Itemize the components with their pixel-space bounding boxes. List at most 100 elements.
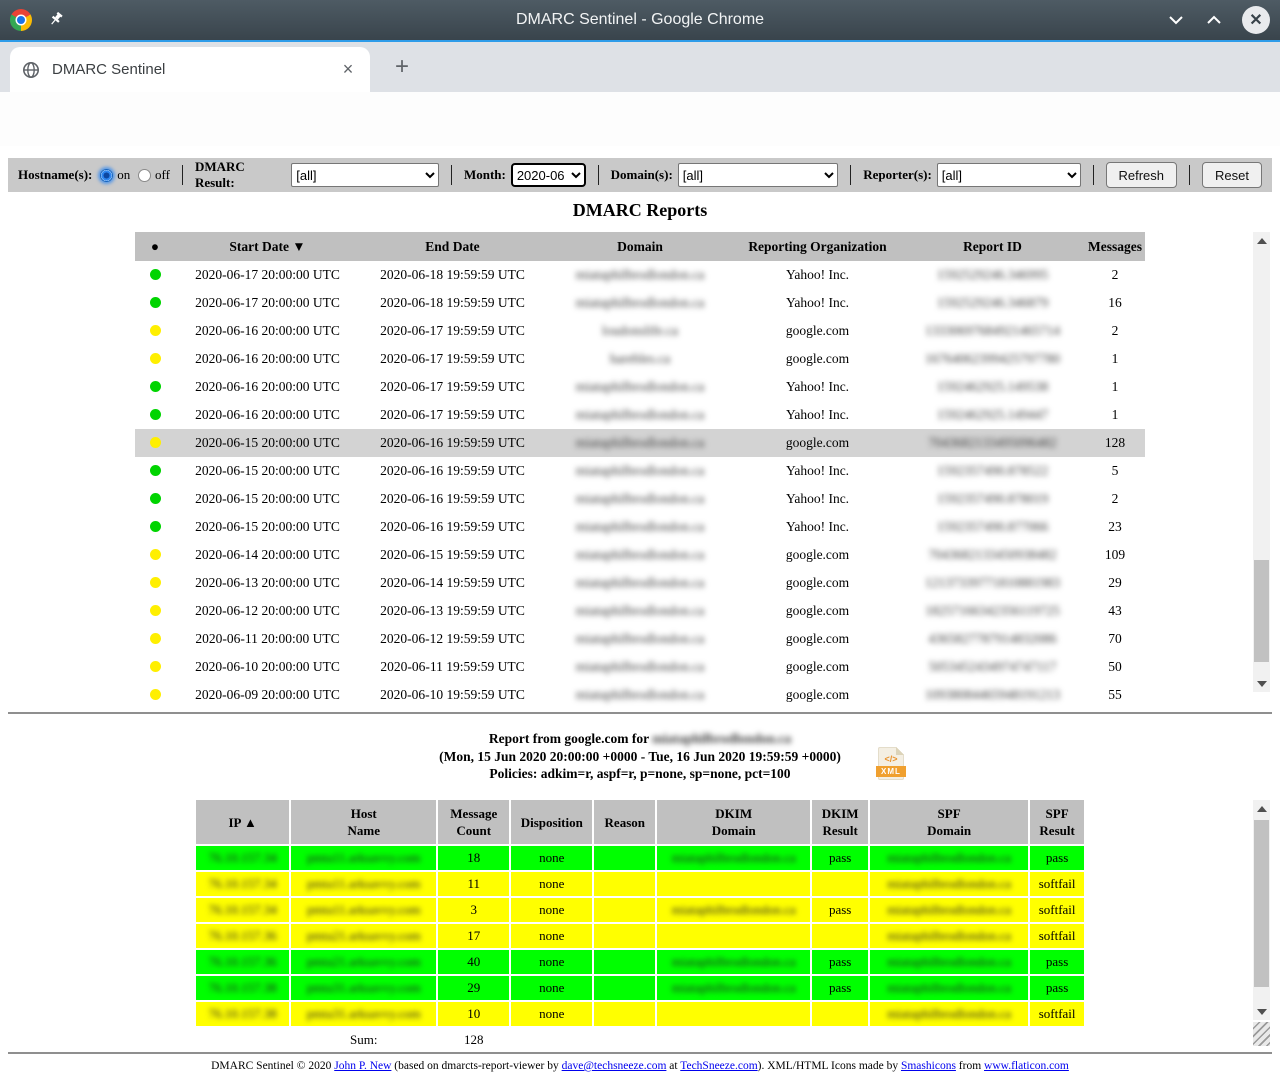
footer-link[interactable]: TechSneeze.com [680, 1060, 757, 1072]
report-end-date: 2020-06-14 19:59:59 UTC [360, 569, 545, 597]
detail-message-count: 11 [438, 872, 509, 896]
detail-row[interactable]: 76.10.157.38pmta31.arksavvy.com10nonemia… [196, 1002, 1084, 1026]
report-messages: 29 [1085, 569, 1145, 597]
tab-close-icon[interactable]: × [338, 59, 358, 80]
report-row[interactable]: 2020-06-17 20:00:00 UTC2020-06-18 19:59:… [135, 261, 1145, 289]
new-tab-button[interactable]: + [388, 54, 416, 82]
detail-row[interactable]: 76.10.157.36pmta21.arksavvy.com17nonemia… [196, 924, 1084, 948]
close-window-button[interactable]: ✕ [1242, 6, 1270, 34]
detail-spf-result: pass [1030, 950, 1084, 974]
domain-label: Domain(s): [611, 167, 673, 183]
footer-link[interactable]: Smashicons [901, 1060, 956, 1072]
col-reason[interactable]: Reason [594, 800, 655, 844]
detail-dkim-result [812, 924, 868, 948]
scrollbar-thumb[interactable] [1254, 560, 1269, 662]
col-status-dot: ● [135, 232, 175, 261]
reports-vertical-scrollbar[interactable] [1253, 232, 1270, 692]
dmarc-result-select[interactable]: [all] [291, 163, 439, 187]
report-id: 12137339771810881983 [900, 569, 1085, 597]
hostname-off-radio[interactable] [138, 169, 151, 182]
col-reporting-org[interactable]: Reporting Organization [735, 232, 900, 261]
detail-row[interactable]: 76.10.157.34pmta11.arksavvy.com3nonemiat… [196, 898, 1084, 922]
detail-vertical-scrollbar[interactable] [1253, 800, 1270, 1020]
col-message-count[interactable]: Message Count [438, 800, 509, 844]
minimize-icon[interactable] [1166, 10, 1186, 30]
footer-link[interactable]: dave@techsneeze.com [562, 1060, 667, 1072]
domain-select[interactable]: [all] [678, 163, 838, 187]
footer-text: at [666, 1060, 680, 1072]
scroll-up-icon[interactable] [1253, 232, 1270, 249]
report-status [135, 289, 175, 317]
report-row[interactable]: 2020-06-16 20:00:00 UTC2020-06-17 19:59:… [135, 345, 1145, 373]
col-messages[interactable]: Messages [1085, 232, 1145, 261]
report-domain: miataphilbrodlondon.ca [545, 373, 735, 401]
report-row[interactable]: 2020-06-14 20:00:00 UTC2020-06-15 19:59:… [135, 541, 1145, 569]
resize-grip-icon[interactable] [1253, 1022, 1270, 1046]
col-host-name[interactable]: Host Name [291, 800, 436, 844]
report-row[interactable]: 2020-06-13 20:00:00 UTC2020-06-14 19:59:… [135, 569, 1145, 597]
scroll-up-icon[interactable] [1253, 800, 1270, 817]
report-domain: miataphilbrodlondon.ca [545, 289, 735, 317]
scroll-down-icon[interactable] [1253, 1003, 1270, 1020]
col-domain[interactable]: Domain [545, 232, 735, 261]
browser-tab[interactable]: DMARC Sentinel × [10, 47, 370, 92]
report-row[interactable]: 2020-06-15 20:00:00 UTC2020-06-16 19:59:… [135, 429, 1145, 457]
scrollbar-thumb[interactable] [1254, 820, 1269, 987]
report-id: 1592529246.346995 [900, 261, 1085, 289]
detail-disposition: none [511, 924, 592, 948]
detail-disposition: none [511, 950, 592, 974]
col-dkim-domain[interactable]: DKIM Domain [657, 800, 810, 844]
footer-text: (based on dmarcts-report-viewer by [391, 1060, 561, 1072]
col-spf-domain[interactable]: SPF Domain [870, 800, 1028, 844]
report-row[interactable]: 2020-06-11 20:00:00 UTC2020-06-12 19:59:… [135, 625, 1145, 653]
detail-row[interactable]: 76.10.157.38pmta31.arksavvy.com29nonemia… [196, 976, 1084, 1000]
reports-table: ● Start Date ▼ End Date Domain Reporting… [135, 232, 1145, 709]
report-row[interactable]: 2020-06-15 20:00:00 UTC2020-06-16 19:59:… [135, 457, 1145, 485]
status-dot-icon [150, 521, 161, 532]
detail-row[interactable]: 76.10.157.34pmta11.arksavvy.com11nonemia… [196, 872, 1084, 896]
hostname-on-radio[interactable] [100, 169, 113, 182]
col-dkim-result[interactable]: DKIM Result [812, 800, 868, 844]
status-dot-icon [150, 381, 161, 392]
report-row[interactable]: 2020-06-16 20:00:00 UTC2020-06-17 19:59:… [135, 401, 1145, 429]
report-row[interactable]: 2020-06-16 20:00:00 UTC2020-06-17 19:59:… [135, 373, 1145, 401]
report-row[interactable]: 2020-06-16 20:00:00 UTC2020-06-17 19:59:… [135, 317, 1145, 345]
col-report-id[interactable]: Report ID [900, 232, 1085, 261]
footer-link[interactable]: John P. New [334, 1060, 391, 1072]
report-messages: 128 [1085, 429, 1145, 457]
report-row[interactable]: 2020-06-09 20:00:00 UTC2020-06-10 19:59:… [135, 681, 1145, 709]
report-status [135, 681, 175, 709]
report-row[interactable]: 2020-06-12 20:00:00 UTC2020-06-13 19:59:… [135, 597, 1145, 625]
reporter-select[interactable]: [all] [937, 163, 1081, 187]
xml-download-icon[interactable]: </> XML [878, 747, 904, 780]
report-row[interactable]: 2020-06-15 20:00:00 UTC2020-06-16 19:59:… [135, 513, 1145, 541]
report-row[interactable]: 2020-06-15 20:00:00 UTC2020-06-16 19:59:… [135, 485, 1145, 513]
col-end-date[interactable]: End Date [360, 232, 545, 261]
scroll-down-icon[interactable] [1253, 675, 1270, 692]
refresh-button[interactable]: Refresh [1106, 162, 1178, 188]
footer-link[interactable]: www.flaticon.com [984, 1060, 1069, 1072]
col-spf-result[interactable]: SPF Result [1030, 800, 1084, 844]
col-disposition[interactable]: Disposition [511, 800, 592, 844]
report-id: 16764062399425797780 [900, 345, 1085, 373]
report-row[interactable]: 2020-06-17 20:00:00 UTC2020-06-18 19:59:… [135, 289, 1145, 317]
detail-row[interactable]: 76.10.157.34pmta11.arksavvy.com18nonemia… [196, 846, 1084, 870]
maximize-icon[interactable] [1204, 10, 1224, 30]
detail-host: pmta31.arksavvy.com [291, 1002, 436, 1026]
filter-separator [1093, 165, 1094, 185]
report-row[interactable]: 2020-06-10 20:00:00 UTC2020-06-11 19:59:… [135, 653, 1145, 681]
status-dot-icon [150, 465, 161, 476]
col-ip[interactable]: IP ▲ [196, 800, 289, 844]
detail-sum-empty [870, 1028, 1028, 1046]
report-domain: miataphilbrodlondon.ca [545, 569, 735, 597]
detail-spf-result: pass [1030, 976, 1084, 1000]
detail-disposition: none [511, 872, 592, 896]
month-select[interactable]: 2020-06 [511, 163, 586, 187]
detail-message-count: 10 [438, 1002, 509, 1026]
detail-row[interactable]: 76.10.157.36pmta21.arksavvy.com40nonemia… [196, 950, 1084, 974]
reset-button[interactable]: Reset [1202, 162, 1262, 188]
detail-dkim-domain: miataphilbrodlondon.ca [657, 846, 810, 870]
detail-table: IP ▲ Host Name Message Count Disposition… [194, 798, 1086, 1046]
col-start-date[interactable]: Start Date ▼ [175, 232, 360, 261]
report-org: Yahoo! Inc. [735, 513, 900, 541]
